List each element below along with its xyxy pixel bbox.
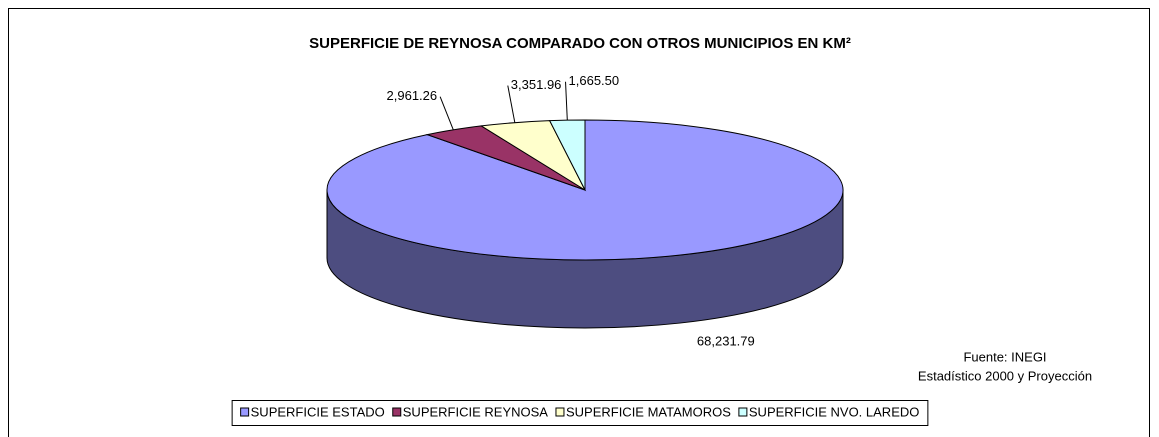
leader-line xyxy=(439,96,454,130)
leader-line xyxy=(565,81,568,121)
slice xyxy=(548,119,586,191)
legend-swatch xyxy=(555,407,565,417)
legend-swatch xyxy=(240,407,250,417)
legend-label: SUPERFICIE NVO. LAREDO xyxy=(749,404,919,419)
source-note: Estadístico 2000 y Proyección xyxy=(918,368,1092,383)
data-label: 68,231.79 xyxy=(697,334,755,349)
data-label: 3,351.96 xyxy=(511,77,562,92)
legend: SUPERFICIE ESTADO SUPERFICIE REYNOSA SUPER… xyxy=(231,400,929,426)
leader-line xyxy=(507,85,516,123)
legend-box xyxy=(231,400,929,426)
data-label: 1,665.50 xyxy=(569,73,620,88)
legend-label: SUPERFICIE REYNOSA xyxy=(403,404,549,419)
legend-label: SUPERFICIE ESTADO xyxy=(251,404,385,419)
legend-swatch xyxy=(738,407,748,417)
source-note: Fuente: INEGI xyxy=(963,349,1046,364)
data-label: 2,961.26 xyxy=(387,88,438,103)
legend-label: SUPERFICIE MATAMOROS xyxy=(566,404,731,419)
chart-title: SUPERFICIE DE REYNOSA COMPARADO CON OTRO… xyxy=(309,35,851,52)
legend-swatch xyxy=(392,407,402,417)
